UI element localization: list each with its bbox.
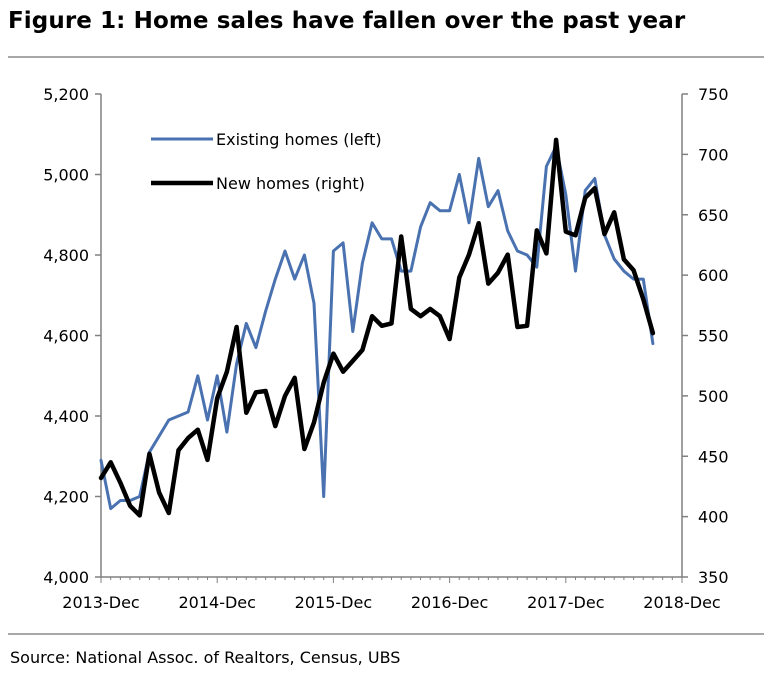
right-y-tick-label: 550 [698, 327, 729, 346]
existing-homes-line [99, 144, 655, 511]
chart-axes: 4,000 4,200 4,400 4,600 4,800 5,000 5,200 350 40… [43, 85, 728, 612]
x-tick-label: 2014-Dec [178, 593, 255, 612]
figure-title: Figure 1: Home sales have fallen over th… [8, 8, 686, 34]
x-tick-label: 2016-Dec [411, 593, 488, 612]
left-y-tick-label: 4,400 [43, 407, 89, 426]
right-y-tick-label: 400 [698, 508, 729, 527]
home-sales-chart: 4,000 4,200 4,400 4,600 4,800 5,000 5,200 350 40… [43, 85, 728, 612]
right-y-tick-label: 700 [698, 145, 729, 164]
right-y-tick-label: 600 [698, 266, 729, 285]
chart-legend: Existing homes (left) New homes (right) [151, 130, 382, 193]
right-y-tick-label: 650 [698, 206, 729, 225]
right-y-tick-label: 350 [698, 568, 729, 587]
source-note: Source: National Assoc. of Realtors, Cen… [10, 648, 401, 667]
x-tick-label: 2018-Dec [643, 593, 720, 612]
left-y-tick-label: 4,200 [43, 488, 89, 507]
right-y-tick-label: 500 [698, 387, 729, 406]
left-y-tick-label: 4,000 [43, 568, 89, 587]
legend-label: New homes (right) [216, 174, 365, 193]
x-tick-label: 2013-Dec [62, 593, 139, 612]
chart-lines [98, 137, 656, 518]
new-homes-line [98, 137, 656, 518]
left-y-tick-label: 4,600 [43, 327, 89, 346]
source-divider [8, 633, 764, 635]
x-tick-label: 2017-Dec [527, 593, 604, 612]
x-tick-label: 2015-Dec [295, 593, 372, 612]
left-y-tick-label: 4,800 [43, 246, 89, 265]
right-y-tick-label: 750 [698, 85, 729, 104]
title-divider [8, 56, 764, 58]
right-y-tick-label: 450 [698, 447, 729, 466]
left-y-tick-label: 5,000 [43, 166, 89, 185]
legend-label: Existing homes (left) [216, 130, 382, 149]
left-y-tick-label: 5,200 [43, 85, 89, 104]
